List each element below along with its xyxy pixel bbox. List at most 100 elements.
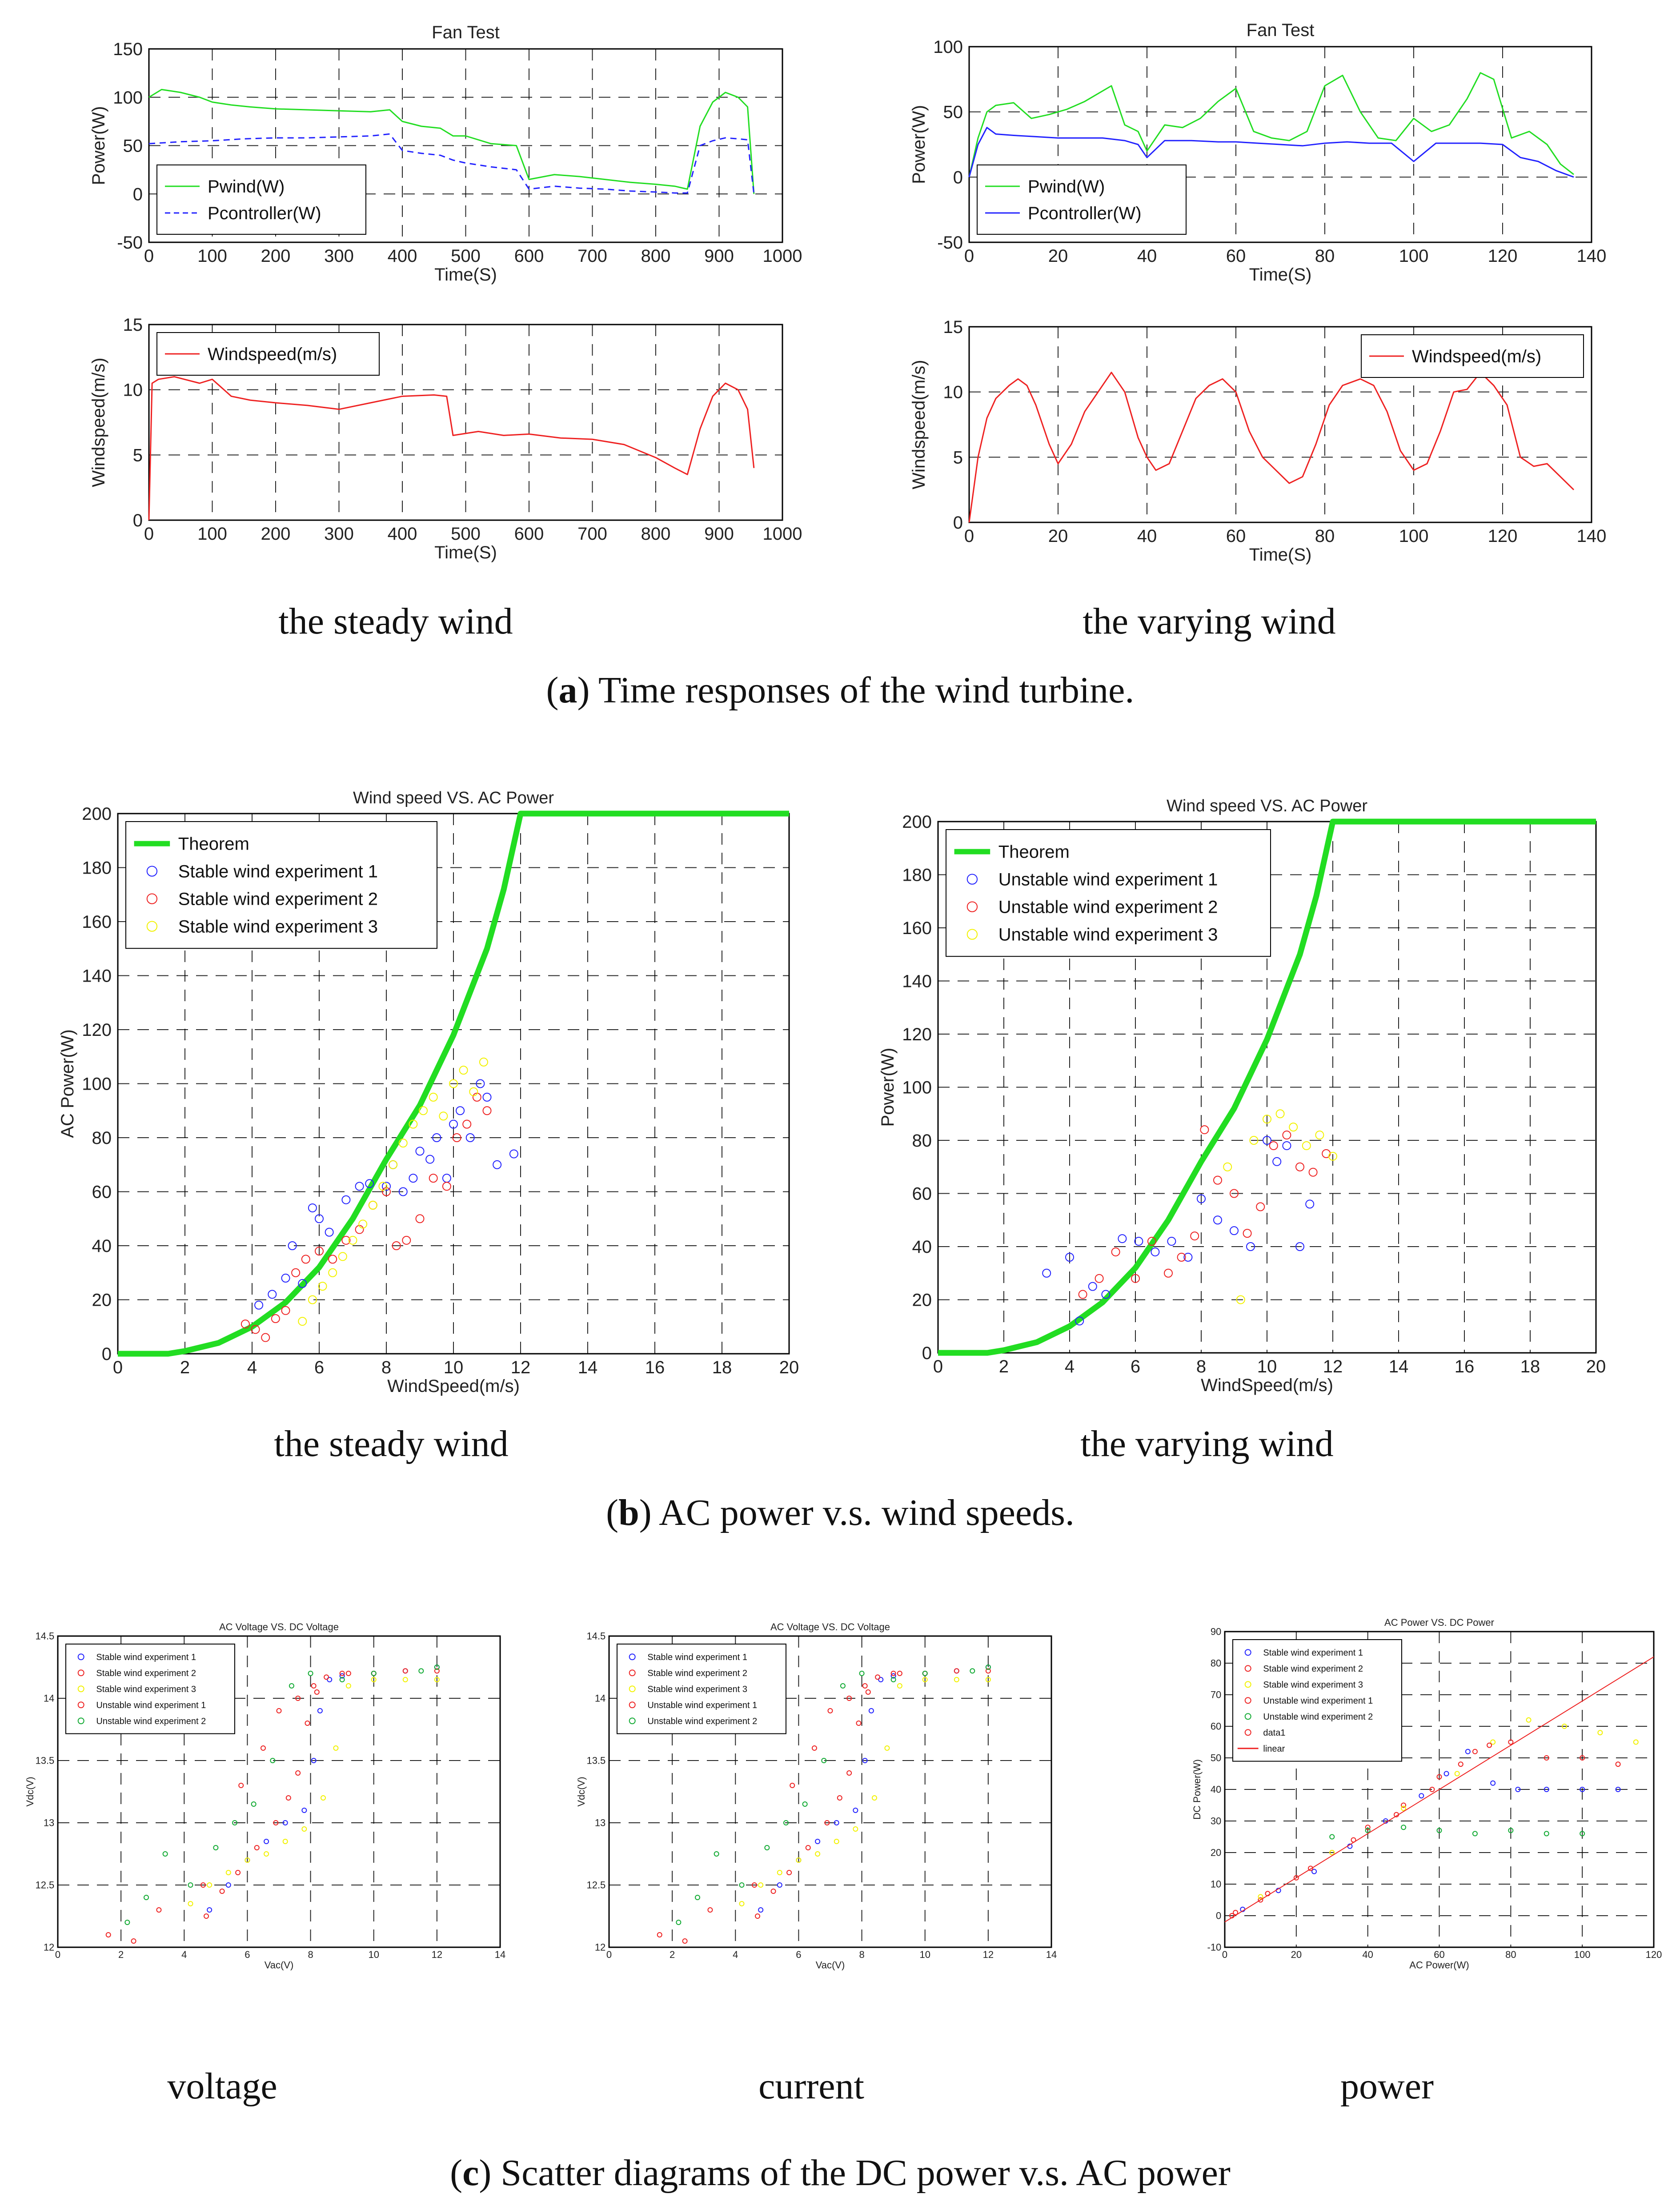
data-point <box>1200 1125 1209 1135</box>
y-tick-label: 14 <box>44 1693 54 1704</box>
data-point <box>790 1783 795 1788</box>
data-point <box>282 1820 288 1825</box>
data-point <box>188 1901 193 1906</box>
y-tick-label: 60 <box>92 1183 112 1202</box>
y-axis-label: Windspeed(m/s) <box>909 360 929 489</box>
x-tick-label: 6 <box>796 1949 801 1960</box>
y-tick-label: 160 <box>82 912 112 932</box>
data-point <box>1544 1787 1549 1792</box>
data-point <box>434 1665 440 1670</box>
data-point <box>821 1758 827 1763</box>
data-point <box>1151 1247 1160 1256</box>
x-tick-label: 20 <box>1586 1357 1606 1376</box>
x-tick-label: 300 <box>324 246 354 266</box>
data-point <box>1458 1761 1463 1767</box>
caption-b-left: the steady wind <box>274 1423 508 1464</box>
data-point <box>251 1325 260 1334</box>
x-tick-label: 100 <box>197 524 227 544</box>
data-point <box>840 1683 846 1689</box>
y-tick-label: 20 <box>92 1291 112 1310</box>
y-tick-label: 50 <box>123 136 143 156</box>
x-tick-label: 12 <box>432 1949 442 1960</box>
data-point <box>1454 1771 1460 1777</box>
x-tick-label: 6 <box>314 1358 324 1377</box>
data-point <box>207 1907 213 1913</box>
data-point <box>371 1671 377 1676</box>
y-tick-label: 200 <box>82 804 112 824</box>
data-point <box>1308 1167 1318 1177</box>
data-point <box>225 1882 231 1888</box>
data-point <box>251 1801 257 1807</box>
data-point <box>1230 1226 1239 1235</box>
data-point <box>764 1845 770 1850</box>
plot-area <box>608 1635 1052 1948</box>
y-tick-label: 100 <box>113 88 143 108</box>
data-point <box>862 1683 868 1689</box>
y-tick-label: 150 <box>113 40 143 59</box>
data-point <box>1305 1199 1315 1209</box>
x-tick-label: 400 <box>388 246 417 266</box>
data-point <box>317 1708 323 1713</box>
data-point <box>1401 1805 1407 1811</box>
data-point <box>289 1683 294 1689</box>
chart-current-scatter: 0 2 4 6 8 10 12 14 12 12.5 13 13.5 14 14.5 AC Voltage … <box>576 1621 1057 1970</box>
legend-marker <box>1244 1665 1251 1672</box>
legend-label: Pwind(W) <box>1028 177 1105 197</box>
data-point <box>434 1668 440 1674</box>
data-point <box>449 1119 458 1129</box>
data-point <box>264 1851 269 1857</box>
data-point <box>758 1882 764 1888</box>
data-point <box>824 1820 830 1825</box>
x-tick-label: 0 <box>606 1949 612 1960</box>
data-point <box>1230 1189 1239 1198</box>
y-tick-label: 40 <box>92 1236 112 1256</box>
data-point <box>368 1200 377 1210</box>
data-point <box>305 1721 310 1726</box>
caption-a: (a) Time responses of the wind turbine. <box>546 670 1135 711</box>
data-point <box>345 1683 351 1689</box>
data-point <box>1289 1123 1298 1132</box>
data-point <box>856 1721 862 1726</box>
data-point <box>345 1671 351 1676</box>
y-tick-label: 100 <box>933 37 963 57</box>
data-point <box>846 1696 852 1701</box>
legend-marker <box>77 1701 84 1709</box>
data-point <box>1065 1252 1074 1262</box>
data-point <box>1615 1761 1621 1767</box>
data-point <box>371 1677 377 1682</box>
y-tick-label: 40 <box>1211 1784 1221 1795</box>
data-point <box>358 1219 368 1229</box>
legend-label: Stable wind experiment 3 <box>96 1685 196 1694</box>
y-axis-label: AC Power(W) <box>58 1029 77 1138</box>
data-point <box>1302 1141 1311 1150</box>
data-point <box>311 1683 317 1689</box>
data-point <box>131 1938 136 1944</box>
data-point <box>298 1317 307 1326</box>
data-point <box>295 1770 301 1776</box>
data-point <box>162 1851 168 1857</box>
chart-power-scatter: 0 20 40 60 80 100 120-100102030405060708090AC … <box>1191 1617 1662 1970</box>
legend-marker <box>1244 1649 1251 1656</box>
x-tick-label: 4 <box>1065 1357 1075 1376</box>
data-point <box>338 1252 347 1261</box>
y-axis-label: Vdc(V) <box>24 1777 36 1806</box>
caption-a-right: the varying wind <box>1083 601 1335 642</box>
legend-marker <box>629 1669 636 1677</box>
data-point <box>853 1826 858 1832</box>
data-point <box>657 1932 662 1937</box>
x-tick-label: 6 <box>1131 1357 1140 1376</box>
data-point <box>1167 1237 1176 1246</box>
data-point <box>1118 1234 1127 1243</box>
legend-label: Stable wind experiment 3 <box>1263 1680 1363 1690</box>
data-point <box>1328 1151 1337 1161</box>
x-tick-label: 800 <box>641 524 671 544</box>
data-point <box>751 1882 757 1888</box>
caption-c: (c) Scatter diagrams of the DC power v.s… <box>450 2152 1231 2194</box>
data-point <box>449 1079 458 1088</box>
legend-label: linear <box>1263 1744 1285 1754</box>
data-point <box>777 1882 782 1888</box>
x-tick-label: 100 <box>197 246 227 266</box>
legend-label: Pcontroller(W) <box>1028 204 1142 223</box>
chart-title: AC Voltage VS. DC Voltage <box>770 1621 890 1632</box>
data-point <box>298 1279 307 1288</box>
